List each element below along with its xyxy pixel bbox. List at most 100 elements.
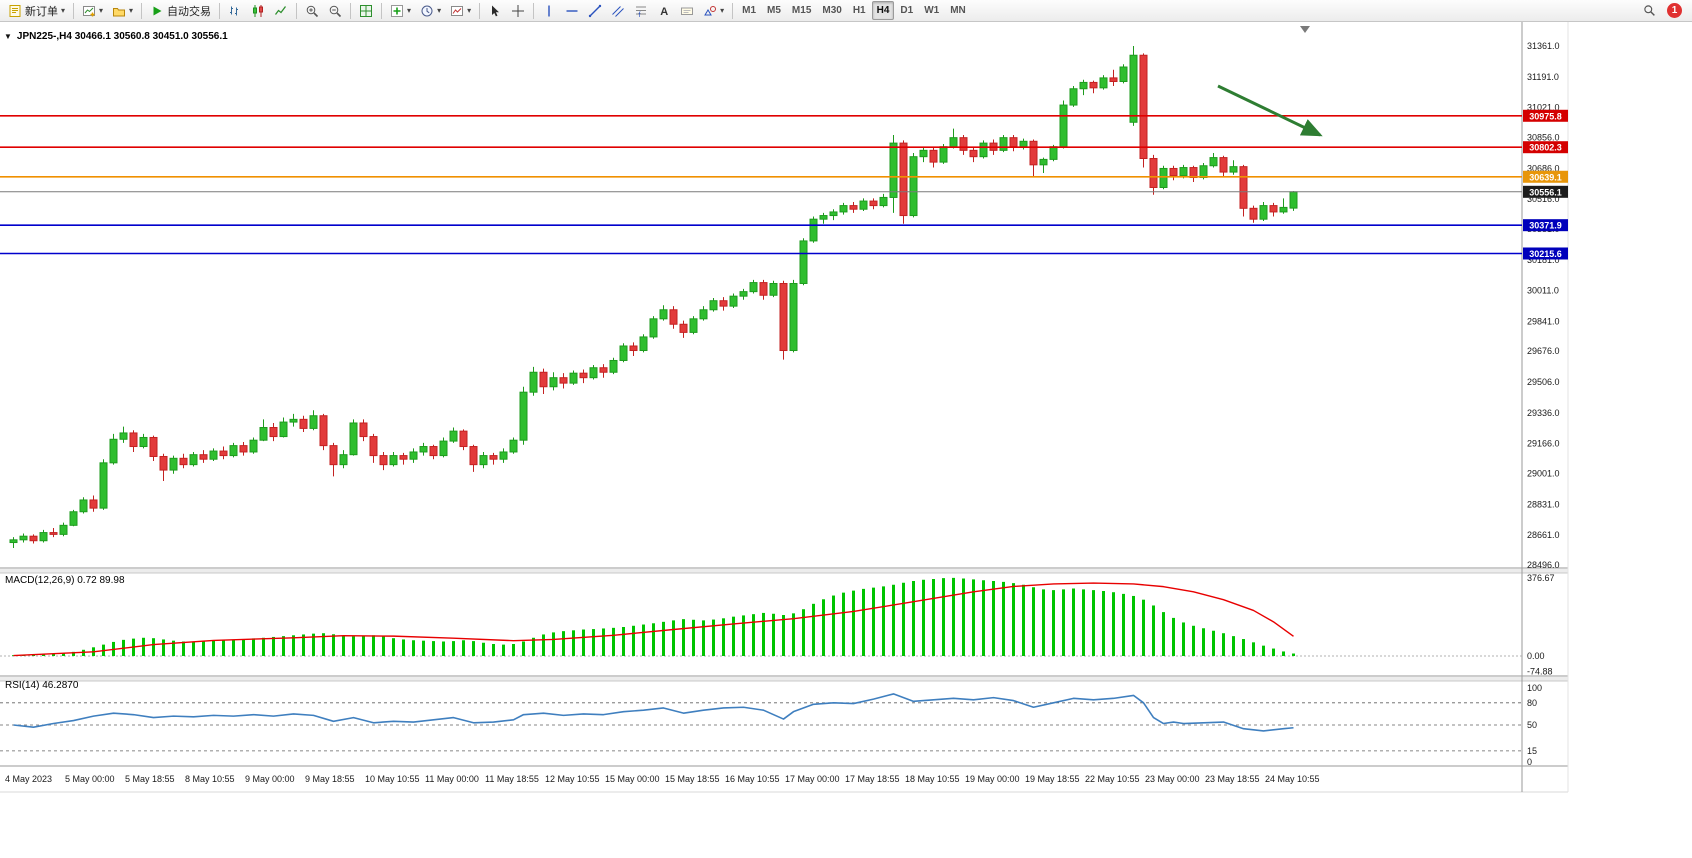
time-axis-label: 11 May 18:55 [485,774,539,784]
zoom-out-icon [328,4,342,18]
trendline-button[interactable] [584,1,606,20]
price-axis-label: 31021.0 [1527,103,1560,113]
candle-body [319,415,328,447]
candle-body [389,455,398,466]
timeframe-h1-button[interactable]: H1 [852,5,866,16]
crosshair-icon [511,4,525,18]
new-chart-button[interactable]: ▾ [78,1,107,20]
candle-body [239,445,248,453]
macd-axis-label: 376.67 [1527,573,1555,583]
bar-chart-button[interactable] [224,1,246,20]
candle-body [249,439,258,453]
timeframe-m5-button[interactable]: M5 [767,5,781,16]
candle-body [799,240,808,284]
toolbar-separator [296,2,298,19]
price-axis-label: 29001.0 [1527,469,1560,479]
rsi-axis-label: 80 [1527,698,1537,708]
candle-body [339,454,348,466]
candle-body [69,511,78,526]
timeframe-m1-button[interactable]: M1 [742,5,757,16]
clock-icon [420,4,434,18]
zoom-out-button[interactable] [324,1,346,20]
candle-body [1159,167,1168,188]
candle-body [649,318,658,338]
candlestick-chart-button[interactable] [247,1,269,20]
bars-icon [228,4,242,18]
indicators-button[interactable]: ▾ [386,1,415,20]
timeframe-h4-button[interactable]: H4 [871,1,895,20]
candle-body [149,436,158,457]
candle-body [1029,140,1038,166]
price-level-badge-text: 30215.6 [1529,249,1562,259]
tline-icon [588,4,602,18]
candle-body [269,427,278,438]
candle-body [129,432,138,448]
price-level-badge-text: 30802.3 [1529,143,1562,153]
down-trend-arrow[interactable] [1217,84,1323,137]
shapes-button[interactable]: ▾ [699,1,728,20]
chart-shift-marker[interactable] [1300,26,1310,33]
time-axis-label: 12 May 10:55 [545,774,600,784]
chevron-down-icon: ▾ [720,5,725,15]
timeframe-m30-button[interactable]: M30 [822,5,842,16]
candle-body [1079,81,1088,90]
price-level-badge-text: 30371.9 [1529,221,1562,231]
profiles-button[interactable]: ▾ [108,1,137,20]
periods-button[interactable]: ▾ [416,1,445,20]
new-chart-icon [82,4,96,18]
one-click-trading-toggle[interactable]: ▼ [4,32,12,41]
candle-body [1199,165,1208,179]
candle-body [1009,137,1018,148]
notification-badge[interactable]: 1 [1667,3,1682,18]
search-button[interactable] [1639,1,1660,20]
templates-button[interactable]: ▾ [446,1,475,20]
rsi-line [13,693,1294,732]
timeframe-d1-button[interactable]: D1 [900,5,914,16]
text-button[interactable]: A [653,1,675,20]
candle-body [359,422,368,438]
candle-body [829,211,838,217]
candle-body [719,300,728,307]
crosshair-button[interactable] [507,1,529,20]
candle-body [679,323,688,333]
timeframe-w1-button[interactable]: W1 [924,5,940,16]
equidistant-channel-button[interactable] [607,1,629,20]
fibonacci-button[interactable]: f [630,1,652,20]
candle-body [1049,146,1058,160]
autotrading-button[interactable]: 自动交易 [146,1,215,20]
toolbar-separator [479,2,481,19]
new-order-button[interactable]: 新订单 ▾ [4,1,69,20]
time-axis-label: 9 May 00:00 [245,774,295,784]
line-chart-button[interactable] [270,1,292,20]
tile-windows-button[interactable] [355,1,377,20]
autotrading-button-label: 自动交易 [167,5,212,18]
macd-signal-line [13,582,1294,657]
candle-body [1149,157,1158,188]
text-icon: A [657,4,671,18]
text-label-button[interactable] [676,1,698,20]
price-axis-label: 28661.0 [1527,530,1560,540]
timeframe-m15-button[interactable]: M15 [791,5,812,16]
vline-icon [542,4,556,18]
indicators-icon [390,4,404,18]
zoom-in-button[interactable] [301,1,323,20]
candle-body [429,446,438,457]
candle-body [99,462,108,509]
candle-body [1229,166,1238,173]
chart-header: ▼ JPN225-,H4 30466.1 30560.8 30451.0 3055… [4,26,228,44]
candle-body [39,532,48,542]
candle-body [739,291,748,297]
candle-body [729,295,738,307]
candle-body [609,359,618,373]
time-axis-label: 16 May 10:55 [725,774,780,784]
rsi-indicator-label: RSI(14) 46.2870 [5,680,79,691]
horizontal-line-button[interactable] [561,1,583,20]
cursor-button[interactable] [484,1,506,20]
timeframe-mn-button[interactable]: MN [950,5,966,16]
candle-body [629,345,638,352]
candle-body [1019,140,1028,148]
price-level-badge [1523,141,1568,154]
vertical-line-button[interactable] [538,1,560,20]
candle-body [409,451,418,460]
candle-body [999,137,1008,151]
